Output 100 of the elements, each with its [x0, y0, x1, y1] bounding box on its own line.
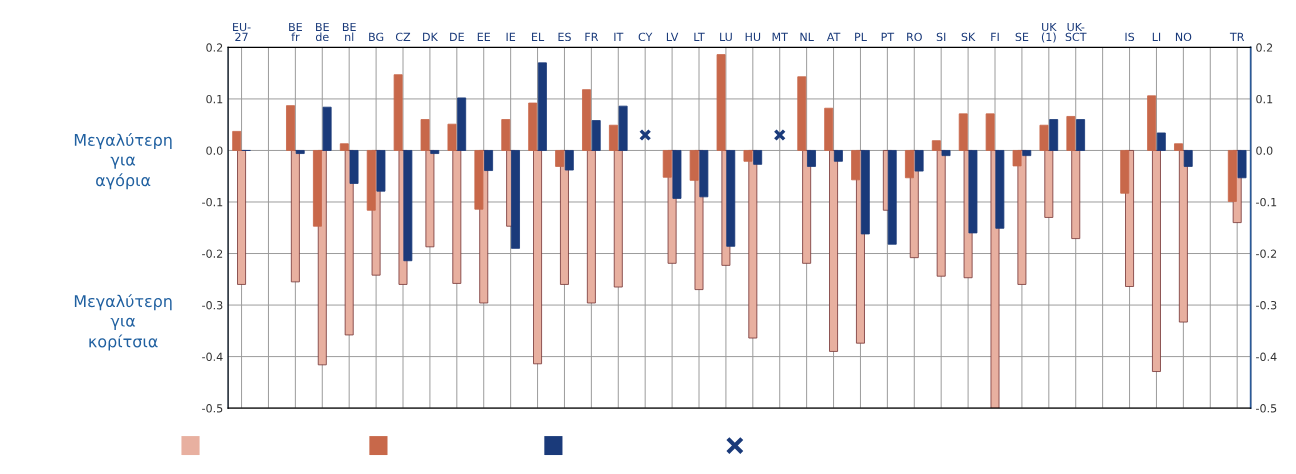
x-tick-label: CZ — [395, 32, 411, 42]
bar — [829, 150, 839, 352]
text: Μεγαλύτερη για αγόρια — [74, 132, 172, 190]
y-tick-label: -0.2 — [202, 249, 223, 258]
x-tick-label: UK- SCT — [1065, 22, 1087, 42]
y2-tick-label: 0.2 — [1256, 43, 1273, 52]
bar — [366, 150, 376, 211]
bar — [537, 62, 547, 151]
bar — [349, 150, 359, 184]
bar — [452, 150, 462, 284]
bar — [586, 150, 596, 304]
bar — [1120, 150, 1130, 194]
x-tick-label: AT — [826, 32, 841, 41]
bar — [591, 120, 601, 151]
bar — [1049, 119, 1059, 151]
x-tick-label: BE de — [315, 22, 329, 42]
x-tick-label: FR — [585, 32, 599, 41]
x-tick-label: SE — [1015, 32, 1029, 42]
x-tick-label: BE fr — [289, 22, 302, 41]
bar — [1174, 143, 1183, 151]
bar — [726, 150, 736, 247]
y-tick-label: 0.1 — [206, 94, 223, 104]
bar — [393, 74, 403, 151]
bar — [474, 150, 484, 210]
bar — [716, 54, 726, 151]
x-tick-label: EE — [477, 32, 491, 41]
x-tick-label: HU — [745, 32, 761, 42]
y-tick-label: 0.0 — [206, 146, 223, 155]
bar — [1183, 150, 1193, 167]
bar — [232, 130, 242, 151]
y2-tick-label: -0.4 — [1256, 352, 1277, 361]
bar — [344, 150, 354, 336]
bar — [339, 143, 349, 151]
bar — [1044, 150, 1054, 218]
bar — [484, 150, 494, 171]
x-tick-label: TR — [1229, 32, 1245, 41]
bar — [555, 150, 565, 167]
bar — [1022, 150, 1032, 157]
y2-tick-label: 0.0 — [1256, 146, 1273, 155]
y2-tick-label: -0.3 — [1256, 301, 1277, 310]
bar — [802, 150, 812, 264]
bar — [1066, 116, 1076, 151]
y2-tick-label: 0.1 — [1256, 94, 1273, 104]
bar — [662, 150, 672, 178]
bar — [322, 106, 332, 151]
bar — [968, 150, 978, 234]
x-tick-label: SK — [961, 32, 976, 42]
bar — [430, 150, 440, 154]
bar — [457, 97, 467, 151]
x-tick-label: MT — [772, 32, 788, 41]
bar — [699, 150, 709, 198]
x-tick-label: LT — [694, 32, 705, 41]
bar — [958, 113, 968, 151]
bar — [995, 150, 1005, 229]
bar — [511, 150, 520, 249]
bar — [533, 150, 543, 365]
y-tick-label: -0.3 — [202, 301, 223, 310]
x-tick-label: RO — [907, 32, 922, 42]
bar — [618, 105, 628, 151]
x-tick-label: ES — [558, 32, 571, 42]
y-tick-label: 0.2 — [206, 43, 223, 52]
x-tick-label: PL — [855, 32, 867, 41]
x-tick-label: LU — [720, 32, 732, 42]
x-tick-label: DE — [450, 32, 464, 41]
bar — [237, 150, 247, 285]
bar — [290, 150, 300, 283]
bar — [941, 150, 951, 157]
bar — [672, 150, 682, 199]
bar — [1152, 150, 1161, 372]
x-tick-label: LV — [666, 32, 679, 41]
bar — [376, 150, 386, 192]
bar — [1178, 150, 1188, 323]
x-tick-label: PT — [881, 32, 895, 41]
bar — [1227, 150, 1237, 202]
x-tick-label: NL — [800, 32, 814, 41]
bar — [403, 150, 413, 262]
y-tick-label: -0.4 — [202, 352, 223, 361]
x-tick-label: SI — [936, 32, 946, 42]
x-tick-label: BE nl — [342, 22, 356, 41]
x-tick-label: DK — [423, 32, 439, 41]
bar — [1012, 150, 1022, 167]
x-tick-label: LI — [1152, 32, 1161, 41]
x-tick-label: UK (1) — [1041, 22, 1057, 43]
bar — [295, 150, 305, 154]
bar — [420, 119, 430, 151]
x-tick-label: CY — [638, 32, 653, 42]
y-tick-label: -0.5 — [202, 404, 223, 413]
bar — [1147, 95, 1157, 151]
text: Μεγαλύτερη για κορίτσια — [74, 294, 172, 351]
bar — [286, 105, 295, 151]
bar — [613, 150, 623, 288]
bar — [824, 107, 834, 151]
bar — [807, 150, 816, 167]
bar — [797, 76, 807, 151]
x-tick-label: IE — [506, 32, 516, 41]
bar — [743, 150, 753, 162]
bar — [528, 102, 538, 151]
x-tick-label: EU- 27 — [233, 22, 251, 41]
bar — [447, 123, 457, 151]
bar — [936, 150, 946, 277]
